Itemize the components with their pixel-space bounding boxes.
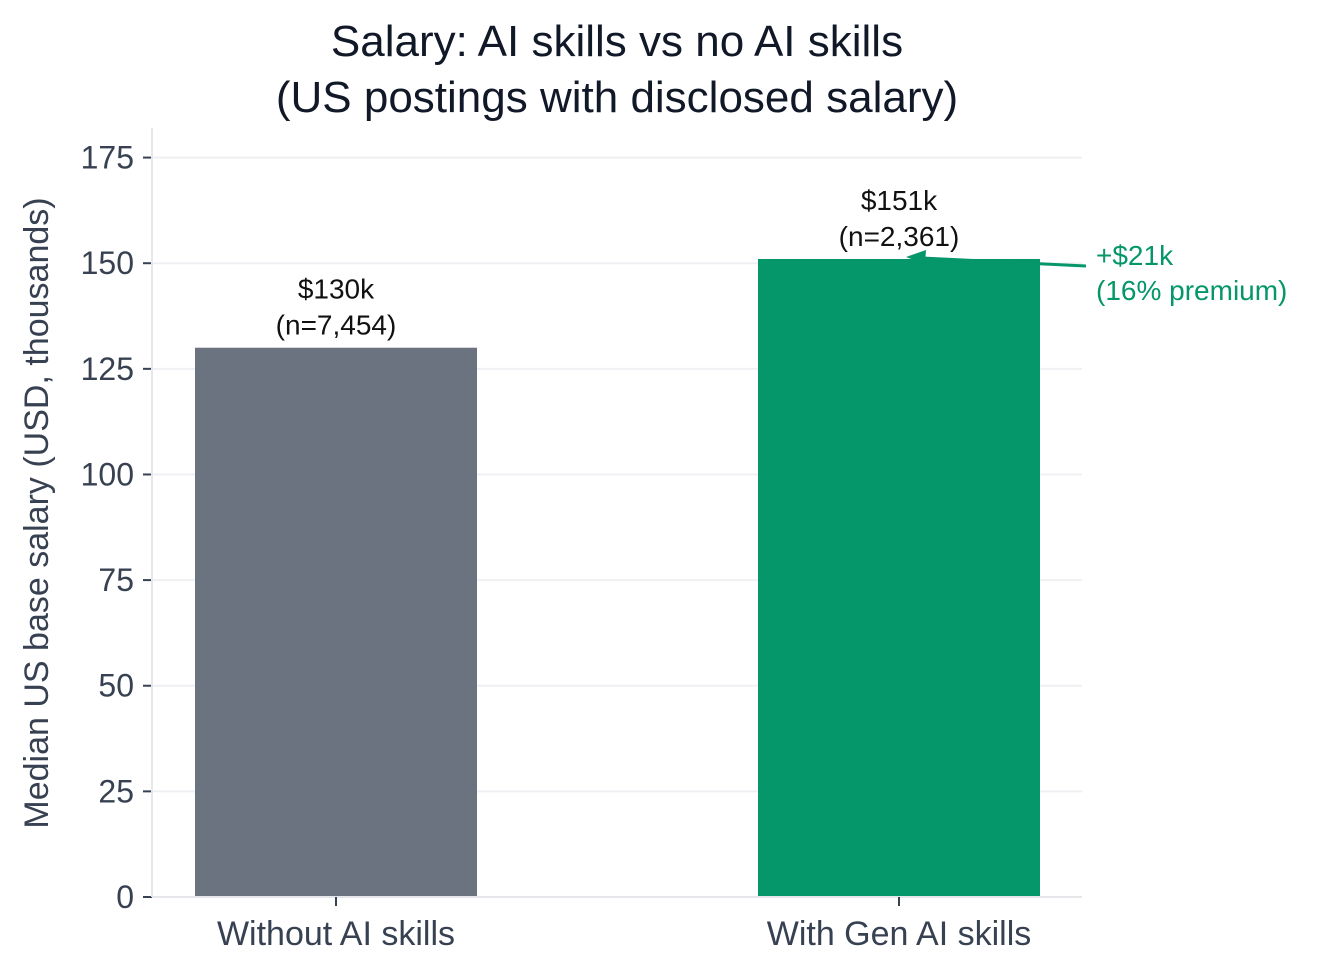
y-tick-label: 0 (116, 879, 134, 915)
y-tick-label: 75 (98, 562, 134, 598)
axes-layer: 0 25 50 75 100 125 150 175 Without AI skills With… (81, 128, 1082, 953)
y-tick-label: 100 (81, 456, 134, 492)
bar (758, 258, 1040, 897)
y-axis-label: Median US base salary (USD, thousands) (18, 197, 56, 828)
premium-annotation-line-1: +$21k (1096, 240, 1174, 271)
bars-layer (195, 258, 1040, 897)
chart-title-line-1: Salary: AI skills vs no AI skills (331, 17, 903, 66)
annotation-arrow-line (921, 256, 1087, 268)
bar-count-label: (n=2,361) (839, 221, 960, 252)
bar-count-label: (n=7,454) (276, 310, 397, 341)
y-tick-label: 50 (98, 668, 134, 704)
bar (195, 347, 477, 897)
y-tick-label: 175 (81, 140, 134, 176)
bar-value-label: $130k (298, 274, 375, 305)
y-tick-label: 150 (81, 245, 134, 281)
annotation-arrow-head (906, 249, 926, 264)
labels-layer: $130k (n=7,454) $151k (n=2,361) +$21k (16% pr… (276, 185, 1288, 341)
chart-title-line-2: (US postings with disclosed salary) (276, 73, 958, 122)
y-tick-label: 25 (98, 773, 134, 809)
x-tick-label: With Gen AI skills (767, 915, 1032, 953)
bar-value-label: $151k (861, 185, 938, 216)
y-tick-label: 125 (81, 351, 134, 387)
x-tick-label: Without AI skills (217, 915, 455, 953)
premium-annotation-line-2: (16% premium) (1096, 275, 1287, 306)
